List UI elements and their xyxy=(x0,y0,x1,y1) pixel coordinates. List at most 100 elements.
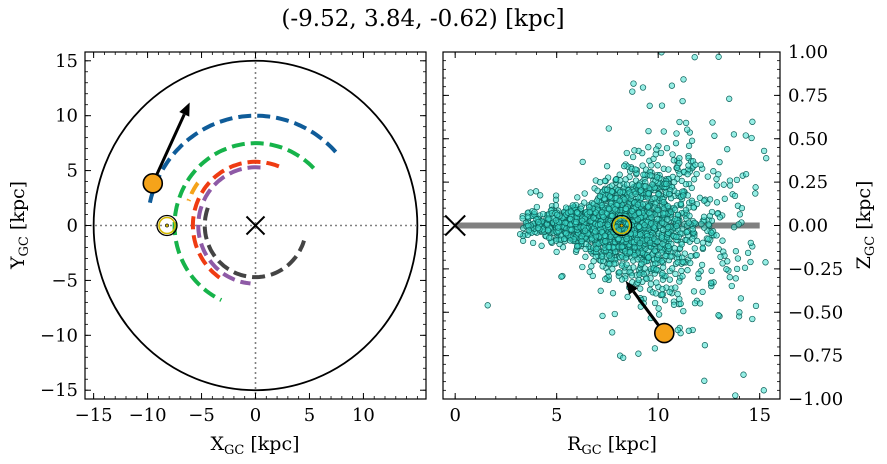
scatter-point xyxy=(593,245,600,253)
scatter-point xyxy=(579,263,586,271)
scatter-point xyxy=(673,233,680,241)
scatter-point xyxy=(484,302,491,309)
scatter-point xyxy=(659,240,666,248)
scatter-point xyxy=(598,253,606,260)
scatter-point xyxy=(586,203,593,211)
scatter-point xyxy=(660,128,667,135)
scatter-point xyxy=(602,238,609,245)
scatter-point xyxy=(622,176,629,183)
right-plot-area xyxy=(444,52,770,399)
scatter-point xyxy=(629,153,637,161)
scatter-point xyxy=(658,258,665,265)
scatter-point xyxy=(688,137,696,144)
scatter-point xyxy=(696,300,704,307)
scatter-points xyxy=(484,52,770,399)
scatter-point xyxy=(612,176,620,183)
scatter-point xyxy=(647,280,655,288)
scatter-point xyxy=(598,202,606,209)
scatter-point xyxy=(680,192,687,199)
scatter-point xyxy=(708,229,715,236)
scatter-point xyxy=(544,226,552,234)
spiral-arm-4 xyxy=(196,165,261,286)
scatter-point xyxy=(631,244,638,251)
x-tick-label: 0 xyxy=(250,405,261,426)
scatter-point xyxy=(618,276,626,283)
scatter-point xyxy=(733,176,741,184)
y-tick-label: 0 xyxy=(67,216,78,237)
star-marker xyxy=(142,173,164,194)
scatter-point xyxy=(644,203,652,210)
scatter-point xyxy=(723,266,730,273)
sun-outer-ring xyxy=(156,214,178,237)
scatter-point xyxy=(593,197,601,204)
scatter-point xyxy=(698,261,706,269)
scatter-point xyxy=(654,207,661,214)
scatter-point xyxy=(742,132,749,139)
scatter-point xyxy=(640,171,647,178)
scatter-point xyxy=(713,232,720,239)
y-tick-label: −10 xyxy=(40,325,78,346)
scatter-point xyxy=(637,285,644,292)
scatter-point xyxy=(707,279,715,286)
scatter-point xyxy=(642,183,649,190)
scatter-point xyxy=(588,263,595,270)
scatter-point xyxy=(648,162,655,169)
scatter-point xyxy=(606,252,613,259)
sun-dot xyxy=(165,223,169,228)
scatter-point xyxy=(676,278,683,285)
right-panel: 0 5 10 15 −1.00 −0.75 −0.50 −0.25 0.00 0.25 0.50 0.… xyxy=(442,42,878,458)
scatter-point xyxy=(710,168,717,175)
sun-marker xyxy=(611,214,633,237)
left-plot-area xyxy=(85,52,426,399)
scatter-point xyxy=(668,82,676,89)
scatter-point xyxy=(651,247,658,254)
scatter-point xyxy=(641,221,648,229)
scatter-point xyxy=(760,387,767,394)
scatter-point xyxy=(632,190,639,197)
sun-dot xyxy=(619,223,624,228)
scatter-point xyxy=(687,253,694,260)
scatter-point xyxy=(676,118,683,126)
scatter-point xyxy=(640,270,647,278)
scatter-point xyxy=(635,223,643,230)
scatter-point xyxy=(579,158,586,166)
y-tick-label: −0.75 xyxy=(788,346,843,367)
scatter-point xyxy=(600,213,607,220)
scatter-point xyxy=(663,180,670,188)
scatter-point xyxy=(704,173,711,180)
scatter-point xyxy=(582,245,589,253)
scatter-point xyxy=(545,215,552,222)
scatter-point xyxy=(655,251,662,259)
left-ticks: −15 −10 −5 0 5 10 −15 −10 −5 0 5 10 15 xyxy=(40,51,426,426)
scatter-point xyxy=(728,282,735,290)
scatter-point xyxy=(573,209,581,216)
y-tick-label: −5 xyxy=(51,270,78,291)
left-x-axis-label: XGC [kpc] xyxy=(210,433,299,458)
scatter-point xyxy=(696,194,704,201)
scatter-point xyxy=(615,235,622,243)
scatter-point xyxy=(708,267,715,275)
scatter-point xyxy=(733,265,741,273)
scatter-point xyxy=(553,248,560,256)
scatter-point xyxy=(679,273,686,280)
scatter-point xyxy=(582,253,589,260)
left-y-axis-label: YGC [kpc] xyxy=(7,181,32,270)
scatter-point xyxy=(655,311,663,318)
scatter-point xyxy=(635,209,643,217)
scatter-point xyxy=(581,190,588,197)
scatter-point xyxy=(554,224,562,231)
scatter-point xyxy=(639,162,646,169)
sun-outer-ring xyxy=(611,214,633,237)
scatter-point xyxy=(709,119,716,126)
scatter-point xyxy=(638,260,645,267)
scatter-point xyxy=(721,195,728,202)
scatter-point xyxy=(671,206,679,213)
scatter-point xyxy=(611,310,618,318)
scatter-point xyxy=(653,146,660,153)
scatter-point xyxy=(669,151,676,158)
galaxy-boundary-circle xyxy=(92,59,419,392)
scatter-point xyxy=(677,300,684,307)
scatter-point xyxy=(701,197,708,204)
right-ticks: 0 5 10 15 −1.00 −0.75 −0.50 −0.25 0.00 0.25 0.50 0.… xyxy=(443,42,843,426)
scatter-point xyxy=(645,254,652,261)
